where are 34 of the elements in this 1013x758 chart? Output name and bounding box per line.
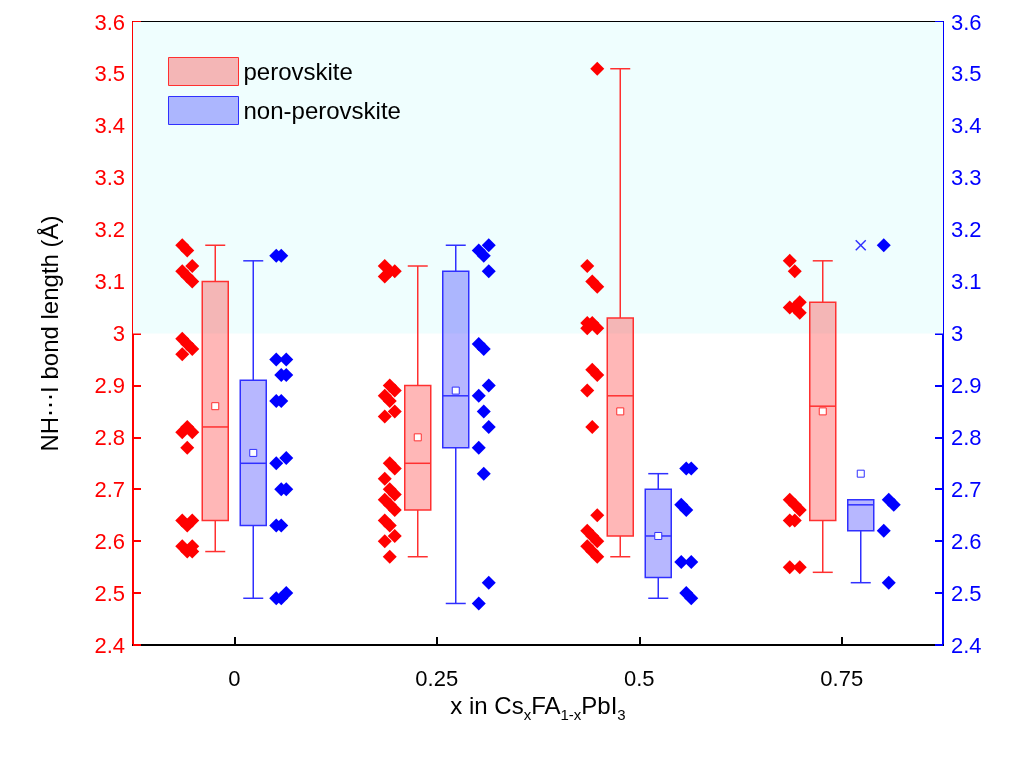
y-tick-label: 3.4 — [94, 113, 125, 139]
y2-tick-label: 2.5 — [951, 580, 982, 606]
y-tick-label: 3.1 — [94, 269, 125, 295]
y2-tick-label: 2.6 — [951, 528, 982, 554]
y-tick-label: 2.7 — [94, 476, 125, 502]
y2-tick-label: 3 — [951, 321, 964, 346]
x-tick-label: 0.75 — [820, 665, 864, 691]
legend-label: perovskite — [243, 58, 353, 85]
y-tick-label: 2.4 — [94, 632, 125, 658]
y-tick-label: 3 — [112, 321, 125, 346]
y2-tick-label: 2.9 — [951, 372, 982, 398]
y-tick-label: 3.5 — [94, 61, 125, 87]
y2-tick-label: 3.2 — [951, 217, 982, 243]
x-tick-label: 0.5 — [623, 665, 655, 691]
legend-label: non-perovskite — [243, 97, 401, 124]
y-tick-label: 3.3 — [94, 165, 125, 191]
x-axis-title: x in Cs$_{x}$FA$_{1-x}$PbI$_{3}$ — [449, 692, 627, 723]
y2-tick-label: 3.6 — [951, 9, 982, 35]
y2-tick-label: 3.5 — [951, 61, 982, 87]
y-tick-label: 2.8 — [94, 424, 125, 450]
y-axis-title: NH⋯I bond length (Å) — [35, 215, 63, 452]
y2-tick-label: 2.7 — [951, 476, 982, 502]
y-tick-label: 2.6 — [94, 528, 125, 554]
y-tick-label: 3.6 — [94, 9, 125, 35]
y2-tick-label: 2.8 — [951, 424, 982, 450]
y2-tick-label: 2.4 — [951, 632, 982, 658]
x-tick-label: 0.25 — [415, 665, 459, 691]
y2-tick-label: 3.4 — [951, 113, 982, 139]
y2-tick-label: 3.1 — [951, 269, 982, 295]
x-tick-label: 0 — [228, 665, 241, 691]
y-tick-label: 2.9 — [94, 372, 125, 398]
y2-tick-label: 3.3 — [951, 165, 982, 191]
y-tick-label: 3.2 — [94, 217, 125, 243]
y-tick-label: 2.5 — [94, 580, 125, 606]
